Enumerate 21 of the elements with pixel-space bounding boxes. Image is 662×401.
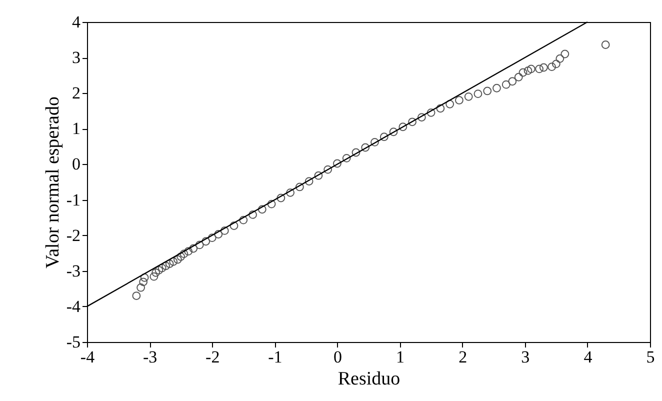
x-tick-label: -1 [268, 348, 282, 366]
x-tick-label: -2 [206, 348, 220, 366]
x-tick-label: 1 [396, 348, 405, 366]
x-tick-label: 5 [646, 348, 655, 366]
y-tick-label: 0 [72, 154, 80, 174]
y-tick-label: -1 [66, 190, 80, 210]
y-tick-label: 1 [72, 119, 80, 138]
y-tick-label: 3 [72, 48, 80, 68]
x-tick-label: 4 [584, 348, 593, 366]
x-tick-label: 0 [333, 348, 342, 366]
x-tick-label: 3 [521, 348, 530, 366]
x-tick-label: 2 [458, 348, 468, 366]
y-tick-label: -3 [66, 261, 80, 280]
x-axis-title: Residuo [338, 368, 400, 390]
y-tick-label: 2 [72, 84, 80, 103]
y-tick-label: -5 [66, 332, 80, 352]
y-tick-label: -2 [66, 226, 80, 245]
y-tick-label: -4 [66, 296, 81, 316]
y-tick-label: 4 [72, 12, 81, 32]
y-axis-title: Valor normal esperado [42, 96, 64, 268]
x-tick-label: -3 [142, 348, 158, 366]
